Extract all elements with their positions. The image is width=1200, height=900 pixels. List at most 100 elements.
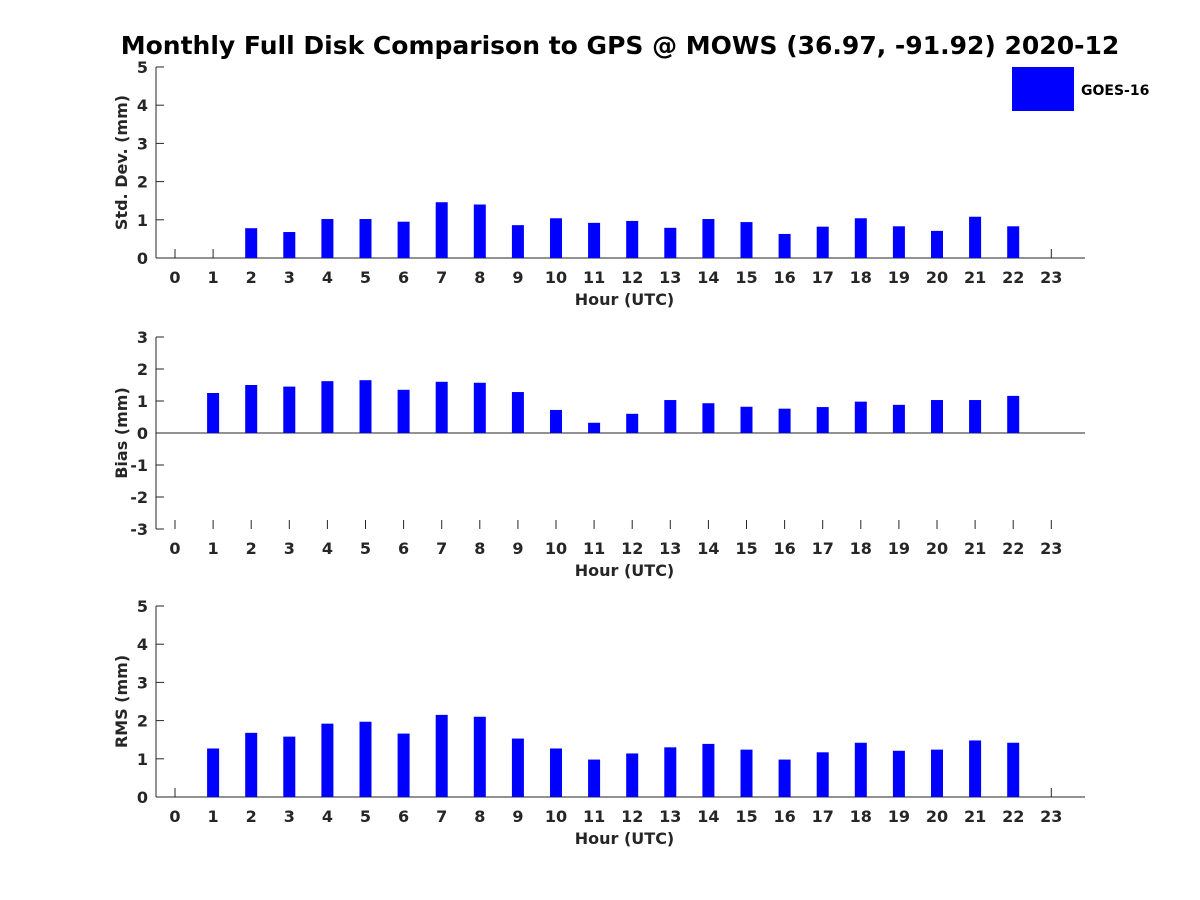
bar-hour-4 [321, 723, 334, 797]
bar-hour-5 [359, 219, 372, 258]
y-tick-label: -1 [130, 456, 148, 475]
x-tick-label: 17 [812, 807, 834, 826]
x-tick-label: 14 [697, 268, 719, 287]
x-tick-label: 10 [545, 807, 567, 826]
y-tick-label: 5 [137, 597, 148, 616]
x-tick-label: 2 [246, 539, 257, 558]
bar-hour-18 [854, 218, 867, 258]
bar-hour-22 [1007, 226, 1020, 258]
bar-hour-16 [778, 759, 791, 797]
bar-hour-19 [892, 750, 905, 797]
bar-hour-7 [435, 714, 448, 797]
x-tick-label: 21 [964, 539, 986, 558]
x-tick-label: 2 [246, 268, 257, 287]
y-tick-label: 3 [137, 134, 148, 153]
x-tick-label: 17 [812, 539, 834, 558]
x-tick-label: 16 [773, 539, 795, 558]
x-axis-label: Hour (UTC) [575, 829, 675, 848]
x-tick-label: 17 [812, 268, 834, 287]
bar-hour-6 [397, 733, 410, 797]
bar-hour-1 [207, 393, 220, 433]
x-tick-label: 13 [659, 807, 681, 826]
bar-hour-14 [702, 219, 715, 258]
bar-hour-11 [588, 422, 601, 433]
x-tick-label: 19 [888, 807, 910, 826]
x-tick-label: 23 [1040, 268, 1062, 287]
x-tick-label: 3 [284, 539, 295, 558]
x-tick-label: 12 [621, 268, 643, 287]
y-axis-label: Bias (mm) [112, 387, 131, 479]
bar-hour-18 [854, 742, 867, 797]
bar-hour-18 [854, 401, 867, 433]
bar-hour-3 [283, 386, 296, 433]
x-tick-label: 3 [284, 807, 295, 826]
x-tick-label: 16 [773, 268, 795, 287]
x-tick-label: 11 [583, 539, 605, 558]
bar-hour-1 [207, 748, 220, 797]
bar-hour-22 [1007, 742, 1020, 797]
x-axis-label: Hour (UTC) [575, 561, 675, 580]
y-tick-label: 1 [137, 750, 148, 769]
bar-hour-21 [969, 740, 982, 797]
x-tick-label: 5 [360, 539, 371, 558]
bar-hour-13 [664, 747, 677, 797]
x-tick-label: 14 [697, 807, 719, 826]
x-tick-label: 6 [398, 807, 409, 826]
x-tick-label: 2 [246, 807, 257, 826]
legend-swatch-goes16 [1012, 67, 1074, 111]
x-tick-label: 21 [964, 268, 986, 287]
x-tick-label: 9 [512, 807, 523, 826]
bar-hour-14 [702, 403, 715, 433]
x-tick-label: 20 [926, 539, 948, 558]
x-tick-label: 0 [169, 268, 180, 287]
x-tick-label: 7 [436, 807, 447, 826]
bar-hour-16 [778, 408, 791, 433]
bar-hour-6 [397, 221, 410, 258]
x-tick-label: 1 [208, 268, 219, 287]
x-tick-label: 4 [322, 807, 333, 826]
bar-hour-11 [588, 759, 601, 797]
x-tick-label: 23 [1040, 539, 1062, 558]
bar-hour-15 [740, 406, 753, 433]
y-tick-label: -3 [130, 520, 148, 539]
x-tick-label: 15 [735, 807, 757, 826]
x-tick-label: 11 [583, 807, 605, 826]
x-tick-label: 14 [697, 539, 719, 558]
bar-hour-9 [511, 225, 524, 258]
x-tick-label: 19 [888, 539, 910, 558]
bar-hour-7 [435, 202, 448, 258]
x-tick-label: 0 [169, 807, 180, 826]
x-axis-label: Hour (UTC) [575, 290, 675, 309]
bar-hour-19 [892, 404, 905, 433]
x-tick-label: 11 [583, 268, 605, 287]
bar-hour-22 [1007, 395, 1020, 433]
bar-hour-4 [321, 381, 334, 433]
y-tick-label: 1 [137, 211, 148, 230]
bar-hour-8 [473, 716, 486, 797]
x-tick-label: 16 [773, 807, 795, 826]
x-tick-label: 22 [1002, 268, 1024, 287]
legend-label: GOES-16 [1081, 83, 1149, 99]
x-tick-label: 10 [545, 268, 567, 287]
bar-hour-6 [397, 389, 410, 433]
legend: GOES-16 [1012, 67, 1149, 111]
bar-hour-20 [931, 230, 943, 258]
x-tick-label: 15 [735, 539, 757, 558]
y-tick-label: 3 [137, 673, 148, 692]
bar-hour-12 [626, 753, 639, 797]
x-tick-label: 12 [621, 539, 643, 558]
x-tick-label: 8 [474, 539, 485, 558]
y-tick-label: 2 [137, 173, 148, 192]
x-tick-label: 20 [926, 268, 948, 287]
bar-hour-10 [550, 218, 562, 258]
figure-title: Monthly Full Disk Comparison to GPS @ MO… [121, 31, 1120, 60]
x-tick-label: 8 [474, 807, 485, 826]
bar-hour-9 [511, 392, 524, 433]
bar-hour-8 [473, 204, 486, 258]
y-tick-label: 3 [137, 328, 148, 347]
x-tick-label: 13 [659, 268, 681, 287]
bar-hour-13 [664, 400, 677, 433]
x-tick-label: 4 [322, 268, 333, 287]
